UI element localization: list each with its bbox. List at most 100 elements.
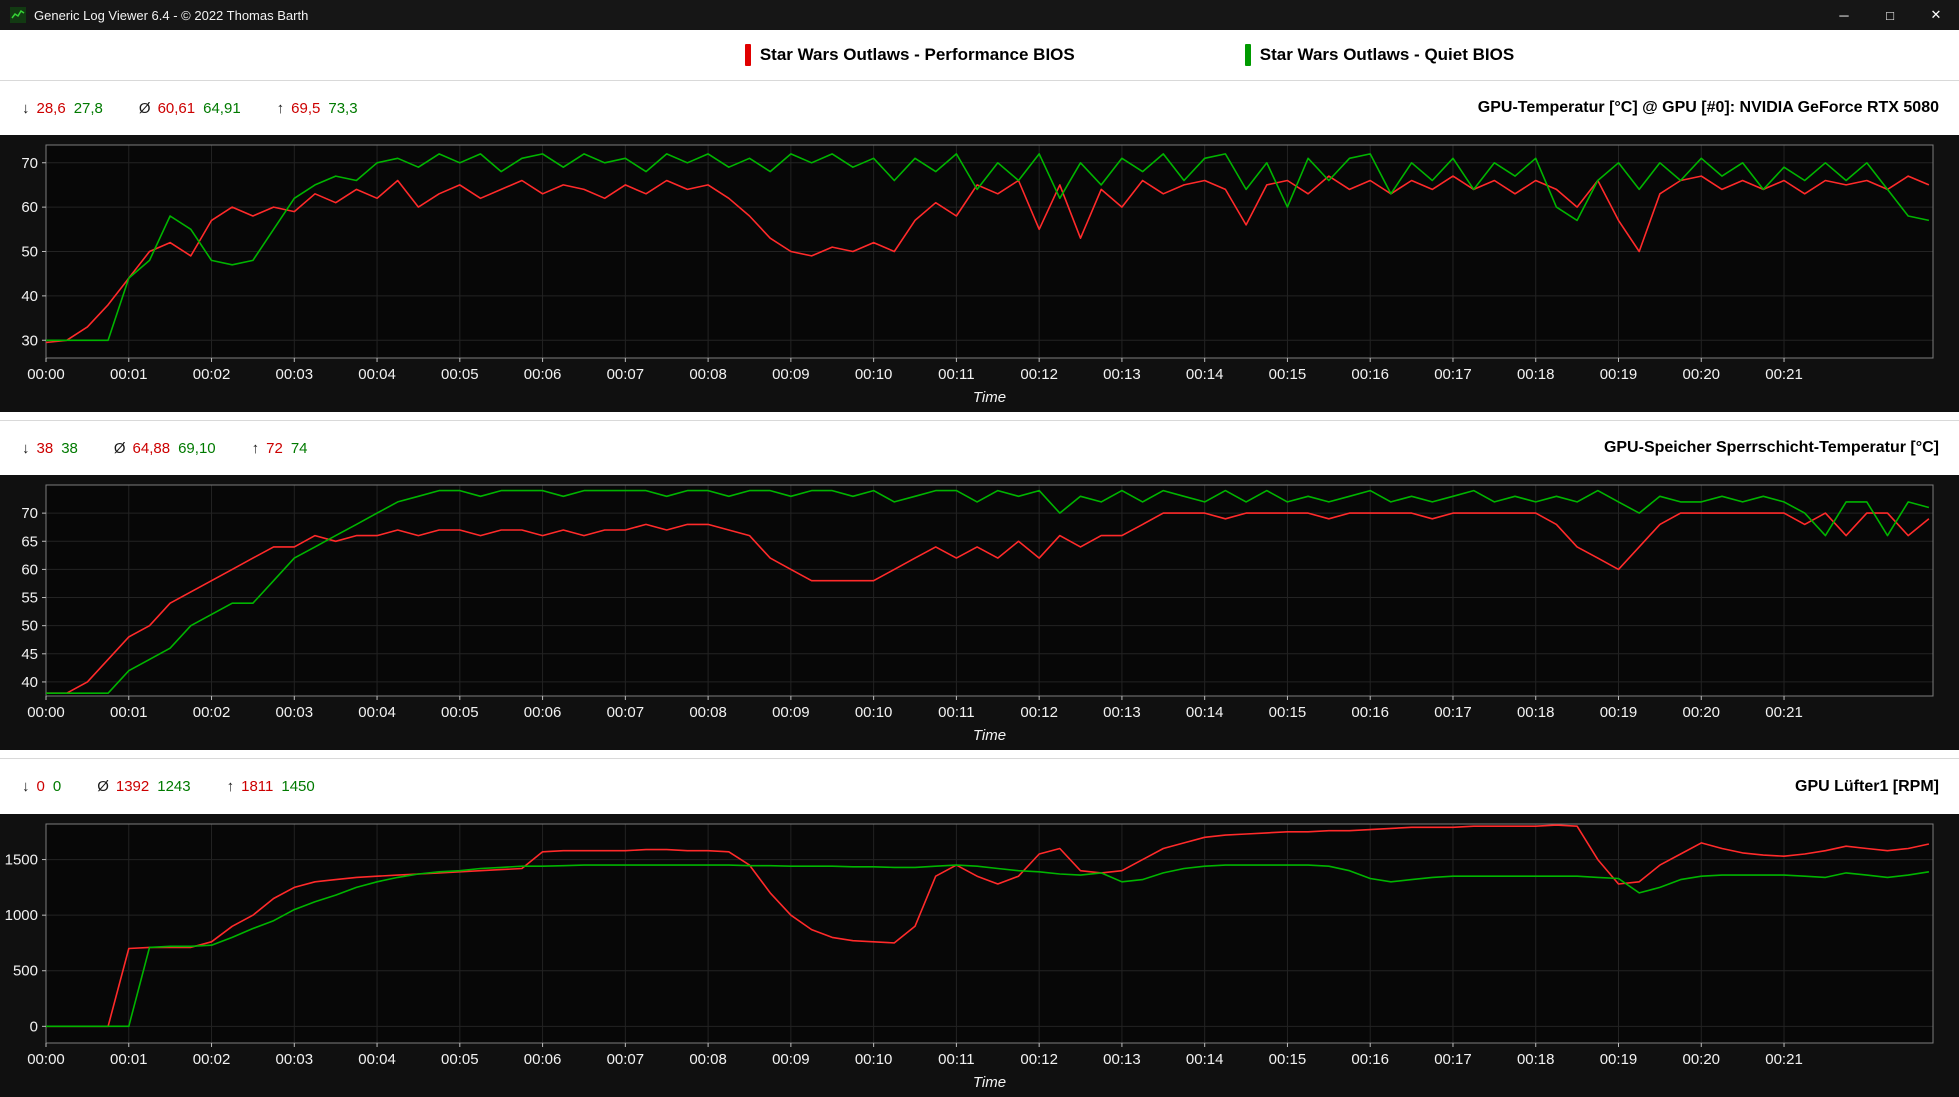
svg-text:00:15: 00:15 <box>1269 366 1307 383</box>
legend-marker-red <box>744 44 751 66</box>
svg-text:00:02: 00:02 <box>193 366 231 383</box>
svg-text:00:04: 00:04 <box>358 366 396 383</box>
svg-text:00:01: 00:01 <box>110 1051 148 1068</box>
svg-text:00:05: 00:05 <box>441 366 479 383</box>
min-icon: ↓ <box>22 778 30 795</box>
svg-text:50: 50 <box>21 244 38 261</box>
svg-text:40: 40 <box>21 674 38 691</box>
svg-text:00:21: 00:21 <box>1765 366 1803 383</box>
svg-text:00:20: 00:20 <box>1682 366 1720 383</box>
svg-text:00:05: 00:05 <box>441 704 479 721</box>
svg-text:00:11: 00:11 <box>938 704 974 721</box>
svg-text:00:05: 00:05 <box>441 1051 479 1068</box>
chart-title: GPU Lüfter1 [RPM] <box>1795 777 1939 795</box>
svg-text:00:16: 00:16 <box>1351 1051 1389 1068</box>
svg-text:50: 50 <box>21 618 38 635</box>
minimize-button[interactable]: ─ <box>1821 0 1867 30</box>
svg-text:45: 45 <box>21 646 38 663</box>
min-value-quiet: 38 <box>61 439 78 457</box>
avg-value-performance: 1392 <box>115 778 150 795</box>
min-icon: ↓ <box>22 99 30 117</box>
svg-text:00:00: 00:00 <box>27 704 65 721</box>
svg-text:55: 55 <box>21 590 38 607</box>
svg-text:00:02: 00:02 <box>193 1051 231 1068</box>
panel-gpu-temperature: ↓ 28,6 27,8 Ø 60,61 64,91 ↑ 69,5 73,3 GP… <box>0 81 1959 412</box>
svg-text:00:13: 00:13 <box>1103 1051 1141 1068</box>
panel-separator <box>0 412 1959 421</box>
svg-text:1000: 1000 <box>5 907 38 924</box>
avg-value-performance: 60,61 <box>157 99 196 117</box>
panel-separator <box>0 750 1959 759</box>
svg-text:70: 70 <box>21 155 38 172</box>
gpu-fan-chart[interactable]: 00:00 00:01 00:02 00:03 00:04 00:05 00:06 00:07… <box>0 814 1959 1097</box>
svg-text:00:06: 00:06 <box>524 704 562 721</box>
svg-text:00:15: 00:15 <box>1269 704 1307 721</box>
stats-row: ↓ 0 0 Ø 1392 1243 ↑ 1811 1450 <box>22 778 323 795</box>
svg-text:00:19: 00:19 <box>1600 366 1638 383</box>
legend-label: Star Wars Outlaws - Performance BIOS <box>759 45 1075 64</box>
max-value-quiet: 1450 <box>281 778 315 795</box>
svg-text:70: 70 <box>21 505 38 522</box>
svg-text:00:09: 00:09 <box>772 366 810 383</box>
svg-text:00:13: 00:13 <box>1103 704 1141 721</box>
svg-text:00:14: 00:14 <box>1186 366 1224 383</box>
svg-text:00:16: 00:16 <box>1351 704 1389 721</box>
maximize-button[interactable]: □ <box>1867 0 1913 30</box>
stats-row: ↓ 38 38 Ø 64,88 69,10 ↑ 72 74 <box>22 440 316 457</box>
svg-text:40: 40 <box>21 288 38 305</box>
max-icon: ↑ <box>226 778 235 795</box>
stats-row: ↓ 28,6 27,8 Ø 60,61 64,91 ↑ 69,5 73,3 <box>22 100 366 117</box>
min-value-quiet: 0 <box>52 778 62 795</box>
svg-text:00:03: 00:03 <box>276 366 314 383</box>
svg-text:00:20: 00:20 <box>1682 704 1720 721</box>
svg-text:00:09: 00:09 <box>772 704 810 721</box>
svg-text:00:10: 00:10 <box>855 1051 893 1068</box>
svg-text:00:08: 00:08 <box>689 366 727 383</box>
svg-text:00:01: 00:01 <box>110 704 148 721</box>
svg-text:00:16: 00:16 <box>1351 366 1389 383</box>
max-value-performance: 1811 <box>241 778 274 795</box>
svg-text:00:11: 00:11 <box>938 366 974 383</box>
svg-text:30: 30 <box>21 332 38 349</box>
svg-text:00:10: 00:10 <box>855 366 893 383</box>
svg-text:00:12: 00:12 <box>1020 1051 1058 1068</box>
avg-value-quiet: 1243 <box>157 778 191 795</box>
gpu-temperature-chart[interactable]: 00:00 00:01 00:02 00:03 00:04 00:05 00:06 00:07… <box>0 135 1959 412</box>
svg-text:00:18: 00:18 <box>1517 704 1555 721</box>
avg-value-quiet: 69,10 <box>178 439 216 457</box>
svg-text:00:17: 00:17 <box>1434 1051 1472 1068</box>
svg-text:0: 0 <box>30 1018 38 1035</box>
chart-title: GPU-Temperatur [°C] @ GPU [#0]: NVIDIA G… <box>1477 99 1939 116</box>
avg-icon: Ø <box>138 99 151 117</box>
svg-text:00:01: 00:01 <box>110 366 148 383</box>
max-value-performance: 72 <box>266 439 283 457</box>
memory-temperature-chart[interactable]: 00:00 00:01 00:02 00:03 00:04 00:05 00:06 00:07… <box>0 475 1959 750</box>
svg-text:65: 65 <box>21 533 38 550</box>
avg-icon: Ø <box>97 778 109 795</box>
svg-text:00:12: 00:12 <box>1020 366 1058 383</box>
titlebar: Generic Log Viewer 6.4 - © 2022 Thomas B… <box>0 0 1959 30</box>
svg-text:00:17: 00:17 <box>1434 366 1472 383</box>
svg-text:00:09: 00:09 <box>772 1051 810 1068</box>
svg-text:00:19: 00:19 <box>1600 704 1638 721</box>
svg-text:00:20: 00:20 <box>1682 1051 1720 1068</box>
min-value-performance: 28,6 <box>36 99 66 117</box>
panel-gpu-fan: ↓ 0 0 Ø 1392 1243 ↑ 1811 1450 GPU Lüfter… <box>0 759 1959 1097</box>
svg-text:00:02: 00:02 <box>193 704 231 721</box>
close-button[interactable]: ✕ <box>1913 0 1959 30</box>
svg-text:1500: 1500 <box>5 852 38 869</box>
svg-text:00:17: 00:17 <box>1434 704 1472 721</box>
legend-item-quiet: Star Wars Outlaws - Quiet BIOS <box>1244 44 1515 66</box>
svg-text:00:08: 00:08 <box>689 704 727 721</box>
max-icon: ↑ <box>276 99 285 117</box>
legend-item-performance: Star Wars Outlaws - Performance BIOS <box>744 44 1075 66</box>
min-value-performance: 38 <box>36 439 54 457</box>
legend-label: Star Wars Outlaws - Quiet BIOS <box>1259 45 1515 64</box>
max-value-performance: 69,5 <box>291 99 321 117</box>
svg-text:00:14: 00:14 <box>1186 704 1224 721</box>
window-title: Generic Log Viewer 6.4 - © 2022 Thomas B… <box>34 7 309 23</box>
svg-text:00:14: 00:14 <box>1186 1051 1224 1068</box>
svg-text:00:07: 00:07 <box>607 704 645 721</box>
legend-bar: Star Wars Outlaws - Performance BIOS Sta… <box>0 30 1959 81</box>
svg-text:Time: Time <box>973 727 1006 744</box>
